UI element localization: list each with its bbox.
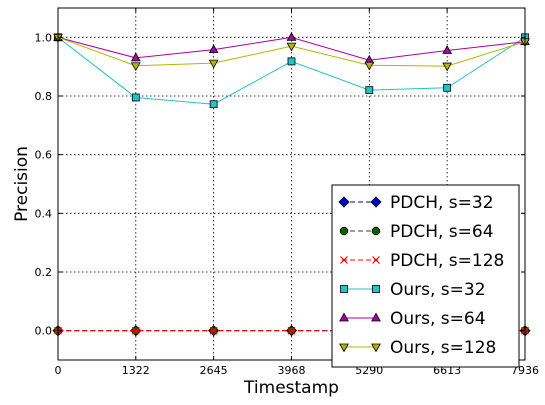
y-tick-label: 0.8 [35,90,53,103]
data-point [442,45,453,54]
data-point [131,326,140,335]
data-point [365,86,374,95]
x-tick-label: 3968 [278,364,306,377]
data-point [286,32,297,41]
legend-label: Ours, s=128 [390,338,496,358]
data-point [287,326,296,335]
data-point [208,59,219,69]
legend-item: PDCH, s=64 [339,222,494,242]
data-point [443,83,452,92]
legend-marker [339,226,349,236]
y-tick-label: 0.2 [35,266,53,279]
legend-item: Ours, s=64 [339,309,486,329]
x-tick-label: 0 [55,364,62,377]
data-point [130,52,141,62]
legend-marker [339,312,349,322]
legend-item: PDCH, s=128 [340,251,504,271]
data-point [208,44,219,54]
legend-label: PDCH, s=128 [390,251,504,271]
y-axis-label: Precision [12,146,32,222]
data-point [442,62,453,72]
data-point [209,100,218,109]
x-tick-label: 2645 [200,364,228,377]
legend-marker [371,343,381,353]
legend-marker [372,256,380,264]
legend-label: Ours, s=32 [390,280,486,300]
y-tick-label: 0.4 [35,207,53,220]
legend-marker [371,226,381,236]
data-point [131,93,140,102]
legend-marker [340,256,348,264]
data-point [286,42,297,52]
y-tick-label: 0.0 [35,325,53,338]
legend-marker [370,196,382,208]
x-axis-label: Timestamp [243,378,339,398]
legend-item: PDCH, s=32 [338,193,494,213]
legend-marker [371,312,381,322]
y-tick-label: 0.6 [35,149,53,162]
legend-item: Ours, s=128 [339,338,496,358]
legend-label: Ours, s=64 [390,309,486,329]
legend-marker [338,196,350,208]
legend-marker [340,285,348,293]
y-tick-label: 1.0 [35,31,53,44]
legend-label: PDCH, s=32 [390,193,494,213]
legend-item: Ours, s=32 [340,280,486,300]
data-point [287,57,296,66]
data-point [209,326,218,335]
data-point [364,61,375,71]
legend-box [331,184,520,368]
data-point [130,62,141,72]
legend-label: PDCH, s=64 [390,222,494,242]
x-tick-label: 1322 [122,364,150,377]
legend: PDCH, s=32 PDCH, s=64 PDCH, s=128 Ours, s=3… [331,184,520,368]
legend-marker [339,343,349,353]
legend-marker [372,285,380,293]
